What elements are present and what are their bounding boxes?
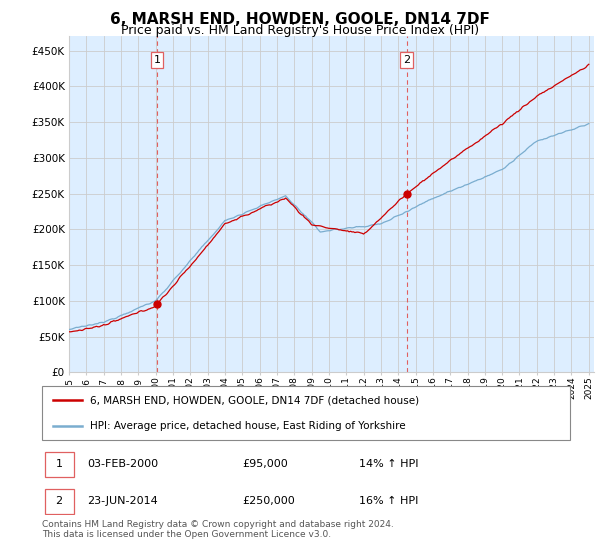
Text: Contains HM Land Registry data © Crown copyright and database right 2024.
This d: Contains HM Land Registry data © Crown c… [42, 520, 394, 539]
FancyBboxPatch shape [42, 386, 570, 440]
Text: 2: 2 [403, 55, 410, 65]
FancyBboxPatch shape [44, 488, 74, 514]
Text: 6, MARSH END, HOWDEN, GOOLE, DN14 7DF: 6, MARSH END, HOWDEN, GOOLE, DN14 7DF [110, 12, 490, 27]
Text: Price paid vs. HM Land Registry's House Price Index (HPI): Price paid vs. HM Land Registry's House … [121, 24, 479, 37]
Text: 14% ↑ HPI: 14% ↑ HPI [359, 459, 418, 469]
Text: 23-JUN-2014: 23-JUN-2014 [87, 496, 158, 506]
Text: £95,000: £95,000 [242, 459, 289, 469]
Text: HPI: Average price, detached house, East Riding of Yorkshire: HPI: Average price, detached house, East… [89, 421, 405, 431]
FancyBboxPatch shape [44, 451, 74, 477]
Text: 03-FEB-2000: 03-FEB-2000 [87, 459, 158, 469]
Text: 16% ↑ HPI: 16% ↑ HPI [359, 496, 418, 506]
Text: 6, MARSH END, HOWDEN, GOOLE, DN14 7DF (detached house): 6, MARSH END, HOWDEN, GOOLE, DN14 7DF (d… [89, 395, 419, 405]
Text: 1: 1 [154, 55, 161, 65]
Text: 2: 2 [56, 496, 63, 506]
Text: 1: 1 [56, 459, 62, 469]
Text: £250,000: £250,000 [242, 496, 295, 506]
